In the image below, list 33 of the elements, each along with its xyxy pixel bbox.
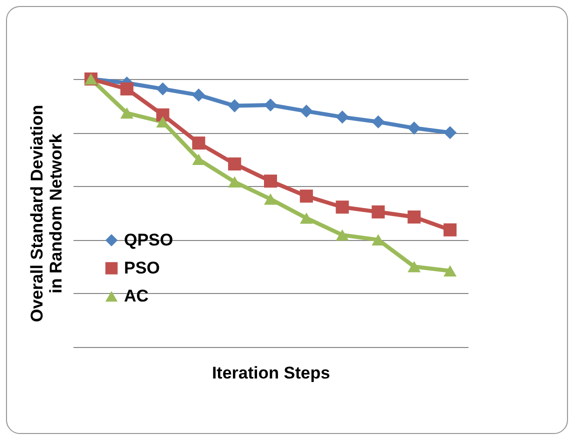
point — [372, 205, 385, 218]
point — [300, 190, 313, 203]
point — [264, 174, 278, 188]
point — [264, 98, 278, 112]
point — [444, 265, 457, 277]
point — [372, 115, 385, 128]
legend-label: AC — [124, 286, 149, 306]
point — [300, 212, 313, 224]
point — [120, 82, 134, 96]
point — [336, 200, 349, 214]
point — [300, 104, 313, 118]
legend-label: QPSO — [124, 230, 174, 250]
point — [228, 176, 242, 188]
point — [120, 107, 134, 119]
y-axis-title: Overall Standard Deviation in Random Network — [28, 104, 66, 322]
point — [336, 229, 349, 241]
point — [228, 157, 242, 170]
point — [156, 108, 170, 122]
point — [336, 110, 349, 124]
point — [192, 154, 206, 166]
legend-label: PSO — [124, 258, 160, 278]
point — [408, 122, 421, 135]
point — [444, 126, 457, 140]
point — [156, 116, 170, 128]
point — [192, 136, 206, 150]
point — [408, 210, 421, 224]
point — [408, 260, 421, 272]
point — [444, 223, 457, 236]
point — [192, 88, 206, 102]
point — [156, 82, 170, 96]
point — [228, 99, 242, 112]
point — [264, 193, 278, 205]
x-axis-title: Iteration Steps — [212, 364, 330, 382]
